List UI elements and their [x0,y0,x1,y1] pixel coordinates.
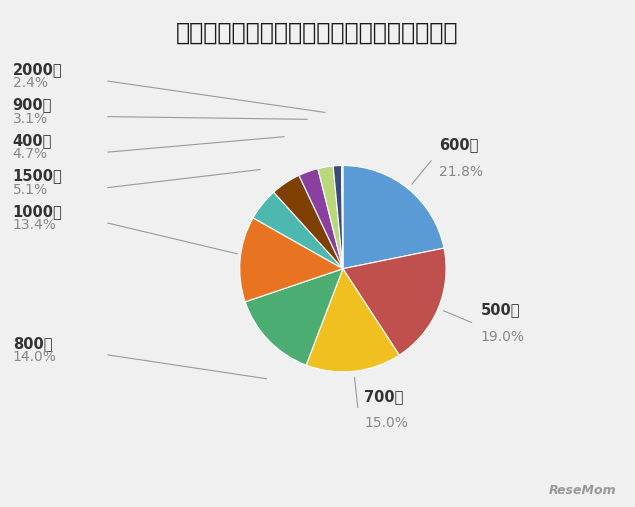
Wedge shape [299,169,343,269]
Wedge shape [274,175,343,269]
Text: 3.1%: 3.1% [13,112,48,126]
Text: 13.4%: 13.4% [13,218,57,232]
Text: 専業主婦になるなら夫の年収はいくら必要？: 専業主婦になるなら夫の年収はいくら必要？ [177,20,458,44]
Wedge shape [245,269,343,365]
Text: 600万: 600万 [439,137,479,152]
Text: 2000万: 2000万 [13,62,62,77]
Wedge shape [343,248,446,355]
Wedge shape [333,165,343,269]
Text: 400万: 400万 [13,133,52,148]
Text: 500万: 500万 [481,302,520,317]
Text: 21.8%: 21.8% [439,165,483,178]
Wedge shape [342,165,343,269]
Text: 2.4%: 2.4% [13,76,48,90]
Wedge shape [253,192,343,269]
Text: 1500万: 1500万 [13,168,62,184]
Text: 1000万: 1000万 [13,204,62,219]
Wedge shape [306,269,399,372]
Text: 5.1%: 5.1% [13,183,48,197]
Text: 15.0%: 15.0% [364,416,408,430]
Text: 800万: 800万 [13,336,52,351]
Text: 14.0%: 14.0% [13,350,57,364]
Wedge shape [343,165,444,269]
Text: 19.0%: 19.0% [481,330,525,344]
Text: 700万: 700万 [364,389,404,404]
Text: 4.7%: 4.7% [13,147,48,161]
Text: 900万: 900万 [13,97,52,113]
Wedge shape [240,218,343,302]
Wedge shape [318,166,343,269]
Text: ReseMom: ReseMom [549,484,616,497]
